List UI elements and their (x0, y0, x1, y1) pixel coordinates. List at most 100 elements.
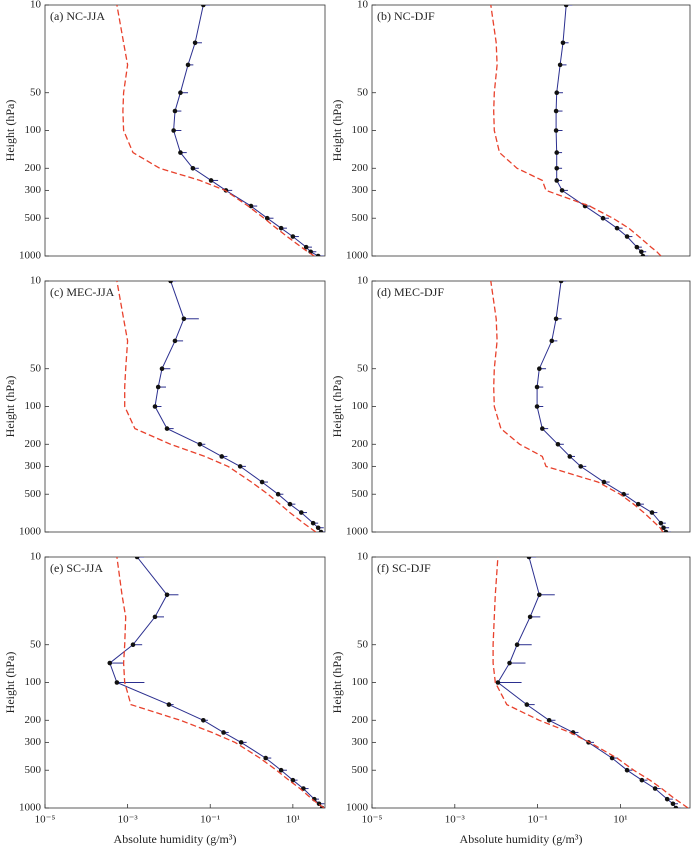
data-point (537, 592, 542, 598)
data-point (259, 479, 265, 485)
data-point (670, 801, 676, 807)
data-point (287, 501, 293, 507)
data-point (507, 660, 512, 666)
y-tick-label: 100 (352, 124, 369, 136)
data-point (278, 767, 284, 773)
panel: (f) SC-DJF Height (hPa) 10 50 100 200 300 500 10… (330, 551, 691, 846)
data-point (649, 510, 655, 515)
data-point (540, 426, 545, 431)
y-tick-label: 300 (352, 460, 369, 472)
data-point (639, 249, 644, 255)
y-tick-label: 1000 (346, 250, 369, 262)
x-axis-label: Absolute humidity (g/m³) (114, 832, 237, 846)
data-point (567, 454, 573, 459)
data-point (527, 614, 533, 620)
data-point (290, 777, 296, 783)
data-point (640, 253, 646, 256)
panel-title: (d) MEC-DJF (377, 285, 444, 299)
data-point (201, 717, 206, 723)
data-point (558, 281, 564, 284)
panel: (b) NC-DJF Height (hPa) 10 50 100 200 300 500 10… (330, 0, 691, 262)
data-point (537, 366, 542, 372)
data-point (560, 40, 566, 46)
data-point (303, 244, 309, 250)
dashed-line (116, 5, 315, 256)
y-tick-label: 300 (352, 736, 369, 748)
y-tick-label: 200 (25, 438, 42, 450)
x-tick-label: 10⁻⁵ (362, 814, 383, 826)
data-point (534, 404, 540, 409)
data-point (652, 786, 658, 791)
y-tick-label: 100 (25, 676, 42, 688)
y-tick-label: 50 (30, 362, 42, 374)
y-tick-label: 200 (352, 714, 369, 726)
data-point (171, 128, 176, 133)
data-point (197, 441, 203, 447)
data-point (201, 5, 206, 8)
y-tick-label: 10 (357, 551, 369, 563)
y-tick-label: 10 (357, 0, 369, 11)
y-tick-label: 50 (357, 86, 369, 98)
data-line (497, 557, 677, 808)
y-axis-label: Height (hPa) (3, 100, 17, 162)
plot-frame (371, 280, 691, 533)
data-point (673, 805, 679, 808)
data-point (624, 767, 630, 773)
data-point (134, 557, 140, 560)
y-tick-label: 300 (352, 184, 369, 196)
panel-title: (f) SC-DJF (377, 561, 431, 575)
y-tick-label: 200 (25, 714, 42, 726)
data-point (554, 178, 560, 183)
panel: (d) MEC-DJF Height (hPa) 10 50 100 200 300 500 1… (330, 275, 691, 538)
data-point (290, 234, 296, 239)
data-point (155, 384, 161, 390)
data-point (107, 660, 113, 666)
data-point (514, 642, 520, 648)
data-point (159, 366, 165, 372)
y-tick-label: 500 (352, 764, 369, 776)
y-tick-label: 1000 (19, 526, 42, 538)
data-point (192, 40, 198, 46)
y-tick-label: 300 (25, 736, 42, 748)
data-point (172, 338, 178, 344)
x-tick-label: 10¹ (613, 814, 627, 826)
data-point (298, 510, 304, 515)
panel-title: (b) NC-DJF (377, 9, 435, 23)
data-point (634, 244, 640, 250)
y-tick-label: 50 (30, 86, 42, 98)
y-tick-label: 10 (30, 0, 42, 11)
data-point (238, 740, 244, 745)
data-point (166, 702, 172, 707)
data-point (164, 426, 170, 431)
dashed-line (116, 557, 325, 808)
y-tick-label: 500 (352, 212, 369, 224)
data-point (658, 520, 664, 526)
y-tick-label: 10 (357, 275, 369, 287)
data-point (190, 165, 196, 171)
data-point (639, 777, 645, 783)
y-tick-label: 500 (25, 488, 42, 500)
y-tick-label: 10 (30, 551, 42, 563)
y-tick-label: 50 (357, 362, 369, 374)
data-point (315, 525, 321, 531)
panel: (a) NC-JJA Height (hPa) 10 50 100 200 300 500 10… (3, 0, 326, 262)
data-point (264, 215, 270, 221)
x-tick-label: 10⁻³ (445, 814, 466, 826)
data-point (310, 520, 316, 526)
x-tick-label: 10⁻³ (118, 814, 139, 826)
x-tick-label: 10⁻¹ (528, 814, 548, 826)
panel-title: (e) SC-JJA (50, 561, 103, 575)
y-tick-label: 100 (352, 400, 369, 412)
data-point (221, 730, 226, 735)
x-tick-label: 10⁻¹ (200, 814, 220, 826)
data-point (554, 150, 560, 155)
data-point (600, 215, 606, 221)
data-point (164, 592, 170, 598)
data-point (495, 680, 501, 685)
panel-title: (c) MEC-JJA (50, 285, 115, 299)
data-point (185, 62, 191, 68)
y-axis-label: Height (hPa) (330, 652, 344, 714)
data-point (549, 338, 555, 344)
y-tick-label: 10 (30, 275, 42, 287)
data-line (154, 281, 322, 532)
